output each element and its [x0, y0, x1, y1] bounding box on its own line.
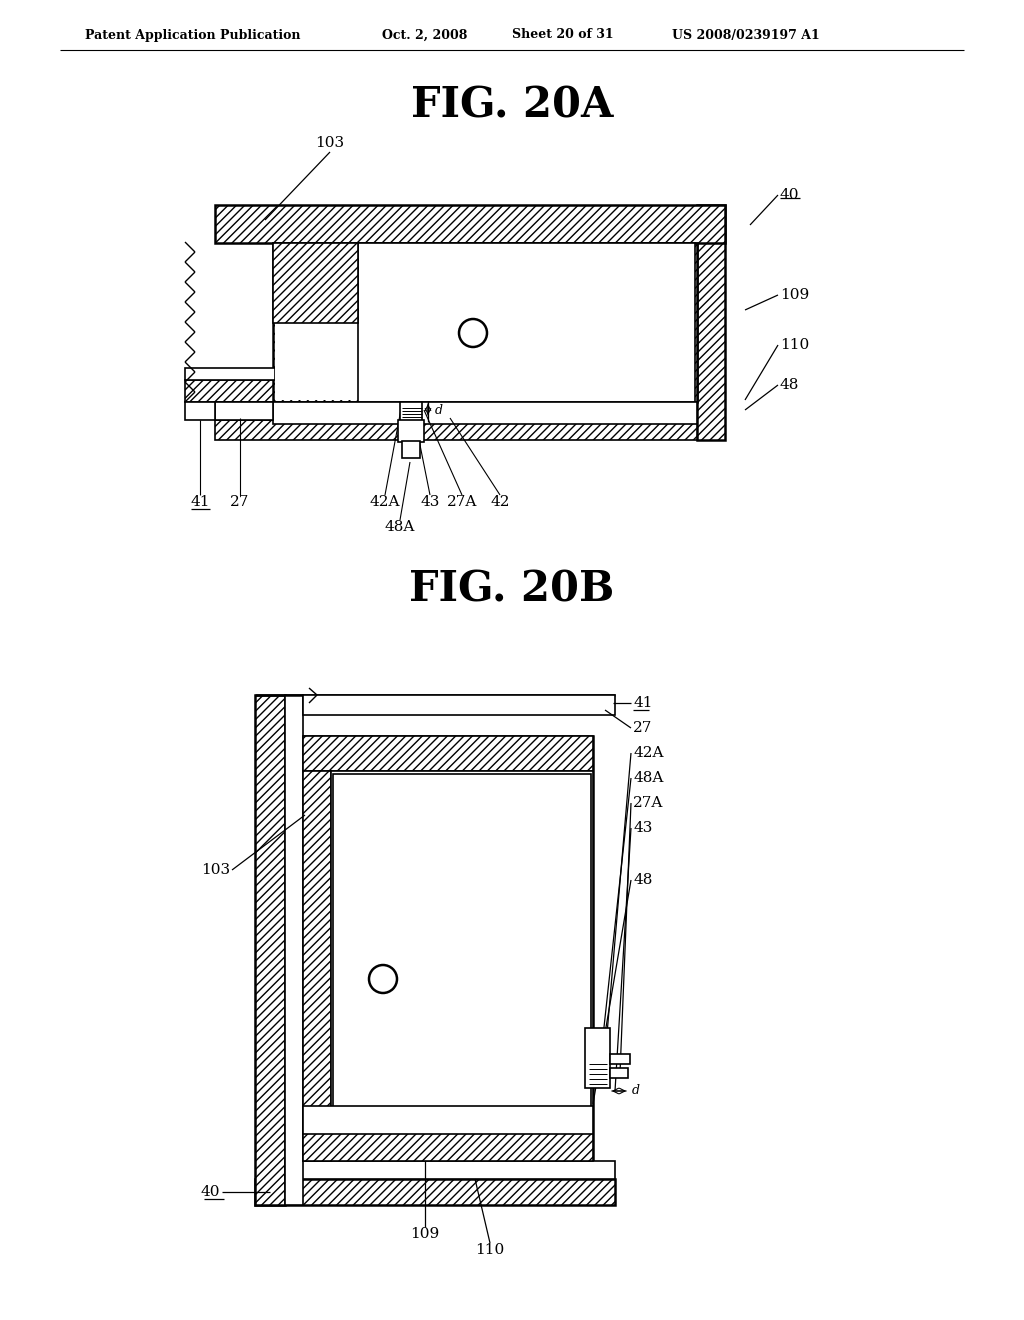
Bar — [215, 403, 273, 420]
Text: US 2008/0239197 A1: US 2008/0239197 A1 — [672, 29, 820, 41]
Text: 48: 48 — [780, 378, 800, 392]
Bar — [273, 403, 697, 424]
Bar — [303, 696, 615, 715]
Text: FIG. 20A: FIG. 20A — [411, 84, 613, 125]
Bar — [215, 403, 697, 420]
Text: Sheet 20 of 31: Sheet 20 of 31 — [512, 29, 613, 41]
Text: 48A: 48A — [633, 771, 664, 785]
Text: d: d — [435, 404, 443, 417]
Text: d: d — [632, 1085, 640, 1097]
Text: 27: 27 — [230, 495, 250, 510]
Bar — [398, 420, 424, 442]
Bar — [305, 738, 591, 1159]
Bar — [255, 1179, 615, 1205]
Text: 42A: 42A — [633, 746, 664, 760]
Bar — [185, 380, 275, 403]
Text: Patent Application Publication: Patent Application Publication — [85, 29, 300, 41]
Text: 103: 103 — [315, 136, 344, 150]
Bar — [285, 696, 303, 1205]
Bar — [303, 1133, 593, 1162]
Bar — [185, 403, 215, 420]
Bar — [273, 243, 358, 323]
Bar — [303, 737, 593, 1162]
Text: 40: 40 — [780, 187, 800, 202]
Bar — [585, 1028, 610, 1088]
Bar — [331, 771, 593, 1133]
Text: FIG. 20B: FIG. 20B — [410, 569, 614, 611]
Text: 48: 48 — [633, 873, 652, 887]
Text: 41: 41 — [190, 495, 210, 510]
Bar — [303, 1106, 593, 1134]
Bar — [185, 368, 275, 380]
Text: 27A: 27A — [446, 495, 477, 510]
Text: 110: 110 — [475, 1243, 505, 1257]
Bar — [285, 1162, 615, 1179]
Text: 27: 27 — [633, 721, 652, 735]
Text: 110: 110 — [780, 338, 809, 352]
Text: 27A: 27A — [633, 796, 664, 810]
Bar — [303, 771, 331, 1162]
Bar — [275, 281, 695, 400]
Bar — [215, 205, 725, 243]
Text: 103: 103 — [201, 863, 230, 876]
Text: Oct. 2, 2008: Oct. 2, 2008 — [382, 29, 467, 41]
Bar — [255, 696, 285, 1205]
Bar — [610, 1053, 630, 1064]
Bar — [303, 737, 593, 771]
Text: 41: 41 — [633, 696, 652, 710]
Bar — [215, 420, 697, 440]
Text: 48A: 48A — [385, 520, 415, 535]
Bar — [358, 243, 695, 403]
Text: 42A: 42A — [370, 495, 400, 510]
Text: 40: 40 — [201, 1185, 220, 1199]
Bar — [273, 243, 697, 403]
Text: 43: 43 — [420, 495, 439, 510]
Bar — [400, 403, 422, 422]
Bar — [610, 1068, 628, 1078]
Bar — [697, 205, 725, 440]
Text: 43: 43 — [633, 821, 652, 836]
Bar — [333, 774, 591, 1131]
Text: 109: 109 — [411, 1228, 439, 1241]
Text: 42: 42 — [490, 495, 510, 510]
Text: 109: 109 — [780, 288, 809, 302]
Bar — [402, 441, 420, 458]
